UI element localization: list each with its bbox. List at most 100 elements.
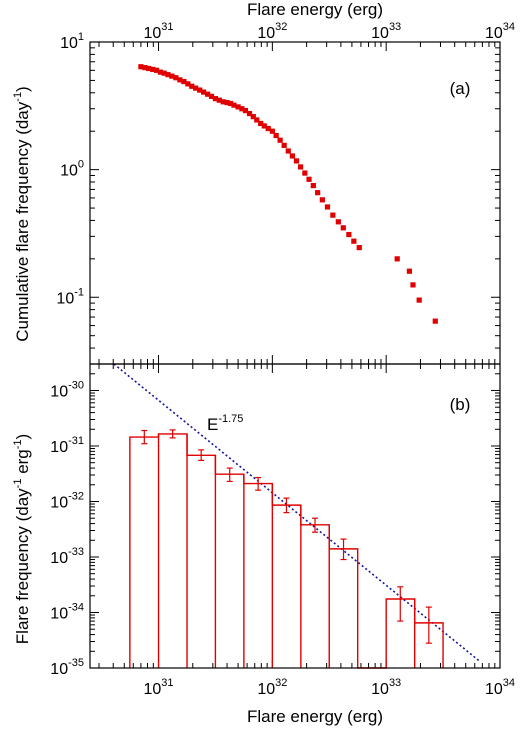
data-point bbox=[157, 69, 164, 75]
data-point bbox=[277, 137, 283, 143]
data-point bbox=[220, 99, 226, 105]
x-tick-label-base: 10 bbox=[257, 25, 275, 42]
data-point bbox=[205, 91, 211, 97]
data-point bbox=[235, 104, 241, 110]
x-tick-label: 1031 bbox=[144, 677, 174, 698]
data-point bbox=[197, 87, 203, 93]
y-tick-label-base: 10 bbox=[50, 383, 68, 400]
x-tick-label-base: 10 bbox=[485, 681, 503, 698]
data-point bbox=[410, 282, 416, 288]
data-point bbox=[231, 102, 237, 108]
y-tick-label-exponent: -1 bbox=[74, 286, 84, 298]
x-tick-label-exponent: 33 bbox=[389, 21, 401, 33]
y-tick-label-base: 10 bbox=[50, 661, 68, 678]
y-tick-label: 100 bbox=[60, 159, 84, 180]
panel-b-x-tick-labels: 1031 1032 1033 1034 bbox=[144, 677, 516, 698]
x-tick-label-exponent: 32 bbox=[275, 21, 287, 33]
data-point bbox=[193, 85, 199, 91]
data-point bbox=[394, 256, 400, 262]
y-tick-label-exponent: -30 bbox=[68, 379, 84, 391]
data-point bbox=[289, 153, 295, 159]
panel-b-y-axis-title-prefix: Flare frequency (day bbox=[13, 488, 32, 644]
x-tick-label: 1031 bbox=[144, 21, 174, 42]
data-point bbox=[185, 81, 191, 87]
x-tick-label-exponent: 31 bbox=[161, 677, 173, 689]
data-point bbox=[181, 78, 187, 85]
panel-a: Flare energy (erg) 1031 1032 1033 1034 Cumu… bbox=[12, 0, 516, 365]
data-point bbox=[261, 123, 267, 129]
x-tick-label: 1032 bbox=[257, 677, 287, 698]
data-point bbox=[319, 197, 325, 203]
y-tick-label: 101 bbox=[60, 31, 84, 52]
y-tick-label-exponent: -31 bbox=[68, 435, 84, 447]
panel-a-label: (a) bbox=[450, 79, 471, 98]
panel-b: Flare frequency (day-1 erg-1) 10-3010-31… bbox=[12, 363, 516, 726]
y-tick-label-exponent: 0 bbox=[78, 159, 84, 171]
panel-a-y-axis-title-suffix: ) bbox=[13, 86, 32, 92]
data-point bbox=[285, 148, 291, 154]
panel-b-y-axis-title-middle: erg bbox=[13, 449, 32, 478]
panel-a-y-axis-title-exponent: -1 bbox=[12, 92, 24, 102]
y-tick-label: 10-33 bbox=[50, 546, 84, 567]
panel-b-y-axis-title: Flare frequency (day-1 erg-1) bbox=[12, 434, 32, 644]
x-tick-label-exponent: 32 bbox=[275, 677, 287, 689]
panel-b-y-axis-title-exponent-2: -1 bbox=[12, 439, 24, 449]
panel-b-x-axis-title: Flare energy (erg) bbox=[247, 707, 383, 726]
data-point bbox=[351, 238, 357, 244]
panel-b-error-bars bbox=[141, 429, 432, 644]
data-point bbox=[265, 125, 271, 132]
panel-b-fit-label: E-1.75 bbox=[207, 413, 243, 434]
y-tick-label-base: 10 bbox=[50, 605, 68, 622]
data-point bbox=[330, 212, 336, 218]
panel-b-histogram bbox=[129, 433, 444, 669]
histogram-outline bbox=[129, 433, 444, 669]
y-tick-label-base: 10 bbox=[56, 290, 74, 307]
x-tick-label-base: 10 bbox=[371, 25, 389, 42]
data-point bbox=[258, 120, 264, 127]
y-tick-label-exponent: -33 bbox=[68, 546, 84, 558]
data-point bbox=[281, 142, 287, 148]
data-point bbox=[310, 182, 316, 189]
data-point bbox=[254, 117, 260, 123]
x-tick-label: 1032 bbox=[257, 21, 287, 42]
y-tick-label: 10-31 bbox=[50, 435, 84, 456]
y-tick-label-base: 10 bbox=[50, 494, 68, 511]
x-tick-label-base: 10 bbox=[485, 25, 503, 42]
y-tick-label: 10-1 bbox=[56, 286, 84, 307]
data-point bbox=[150, 66, 156, 72]
panel-a-x-tick-labels: 1031 1032 1033 1034 bbox=[144, 21, 516, 42]
data-point bbox=[173, 75, 179, 81]
y-tick-label-base: 10 bbox=[60, 35, 78, 52]
y-tick-label: 10-35 bbox=[50, 657, 84, 678]
panel-b-y-axis-title-suffix: ) bbox=[13, 434, 32, 440]
panel-a-ticks bbox=[90, 41, 501, 365]
data-point bbox=[138, 64, 144, 70]
data-point bbox=[273, 132, 279, 139]
x-tick-label: 1034 bbox=[485, 21, 515, 42]
y-tick-label-exponent: -35 bbox=[68, 657, 84, 669]
y-tick-label: 10-32 bbox=[50, 490, 84, 511]
panel-b-frame bbox=[89, 363, 501, 669]
panel-a-y-axis-title-prefix: Cumulative flare frequency (day bbox=[13, 101, 32, 342]
data-point bbox=[228, 100, 234, 107]
panel-b-fit-label-base: E bbox=[207, 415, 218, 434]
data-point bbox=[356, 244, 362, 251]
x-tick-label-exponent: 31 bbox=[161, 21, 173, 33]
data-point bbox=[340, 225, 346, 231]
y-tick-label-exponent: -34 bbox=[68, 601, 84, 613]
data-point bbox=[416, 297, 422, 303]
y-tick-label-base: 10 bbox=[50, 550, 68, 567]
panel-a-data-points bbox=[138, 64, 438, 324]
data-point bbox=[212, 96, 219, 102]
x-tick-label: 1033 bbox=[371, 21, 401, 42]
data-point bbox=[297, 164, 304, 170]
data-point bbox=[324, 204, 331, 210]
data-point bbox=[246, 110, 253, 117]
data-point bbox=[406, 268, 413, 274]
data-point bbox=[216, 97, 222, 103]
data-point bbox=[239, 106, 245, 112]
data-point bbox=[146, 65, 152, 72]
data-point bbox=[346, 231, 352, 238]
data-point bbox=[189, 83, 195, 89]
